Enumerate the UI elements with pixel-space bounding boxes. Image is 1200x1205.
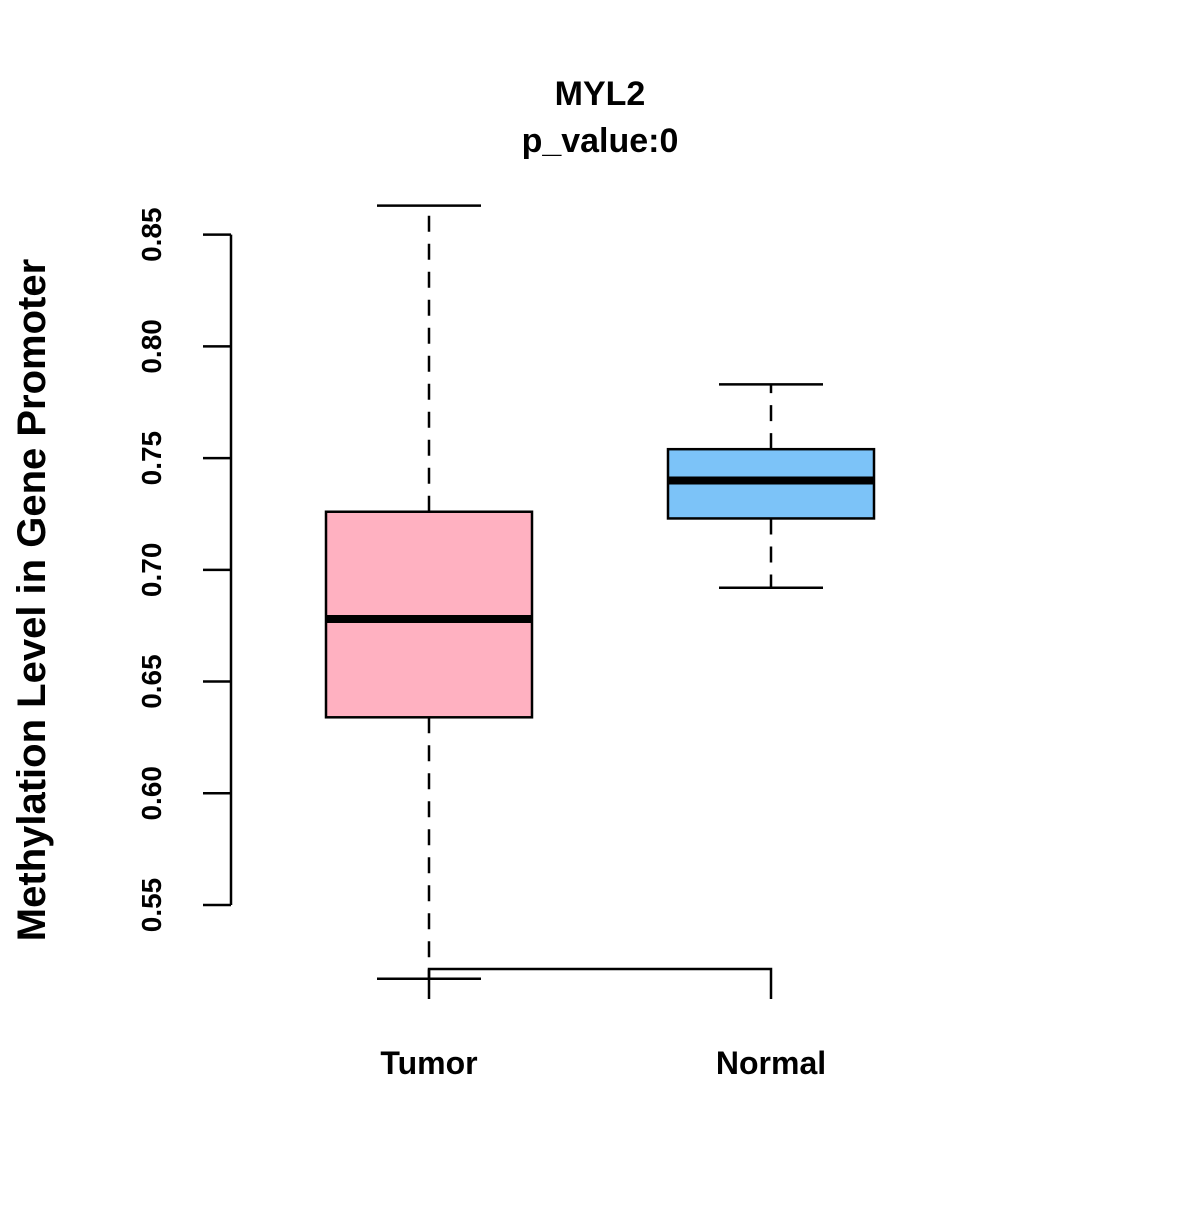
chart-subtitle: p_value:0 [522,122,679,160]
box-tumor [324,204,534,980]
y-axis: 0.55 0.60 0.65 0.70 0.75 0.80 0.85 [136,207,233,933]
y-tick-label: 0.60 [136,766,167,821]
iqr-box [324,510,534,719]
bracket-line [427,967,773,999]
x-label-tumor: Tumor [380,1045,477,1081]
y-axis-label: Methylation Level in Gene Promoter [10,259,54,941]
x-label-normal: Normal [716,1045,826,1081]
y-tick-label: 0.70 [136,543,167,598]
comparison-bracket [427,967,773,999]
y-tick-label: 0.65 [136,654,167,709]
box-normal [666,383,876,589]
y-tick-label: 0.80 [136,319,167,374]
y-tick-label: 0.55 [136,878,167,933]
box-group [324,204,876,980]
x-axis-labels: Tumor Normal [380,1045,826,1081]
y-tick-label: 0.85 [136,207,167,262]
chart-title: MYL2 [555,75,646,113]
y-tick-label: 0.75 [136,431,167,486]
